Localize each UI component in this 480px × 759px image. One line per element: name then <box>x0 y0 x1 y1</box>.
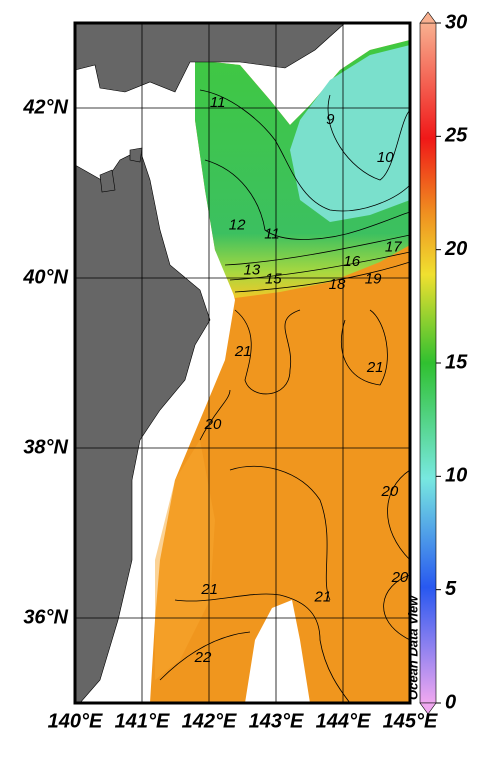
contour-label: 22 <box>194 649 212 666</box>
contour-label: 20 <box>204 416 222 433</box>
contour-label: 17 <box>385 238 402 255</box>
contour-label: 15 <box>265 271 282 288</box>
contour-label: 21 <box>314 589 332 606</box>
contour-label: 21 <box>366 359 384 376</box>
watermark: Ocean Data View <box>405 595 420 700</box>
contour-label: 20 <box>381 483 399 500</box>
contour-label: 9 <box>326 111 335 128</box>
y-tick-label: 38°N <box>23 436 68 458</box>
contour-label: 18 <box>329 276 346 293</box>
colorbar-tick-label: 20 <box>444 238 467 260</box>
contour-lines <box>159 89 411 704</box>
y-tick-label: 36°N <box>23 606 68 628</box>
colorbar-tick-label: 0 <box>445 691 456 713</box>
contour-label: 21 <box>234 343 252 360</box>
colorbar-min-arrow <box>419 702 437 715</box>
contour-label: 16 <box>343 253 360 270</box>
colorbar-tick-label: 5 <box>445 578 457 600</box>
x-tick-label: 143°E <box>249 710 304 732</box>
colorbar-tick-label: 25 <box>444 125 468 147</box>
x-tick-label: 140°E <box>48 710 103 732</box>
map-frame <box>73 21 412 705</box>
y-tick-label: 40°N <box>22 266 68 288</box>
x-tick-label: 142°E <box>182 710 237 732</box>
ocean-field-cold <box>290 45 410 222</box>
colorbar-tick-label: 15 <box>445 351 468 373</box>
contour-label: 21 <box>200 581 218 598</box>
colorbar <box>419 22 437 704</box>
contour-label: 12 <box>229 216 246 233</box>
ocean-field-south <box>155 440 215 680</box>
x-tick-label: 141°E <box>115 710 170 732</box>
colorbar-tick-label: 30 <box>445 11 467 33</box>
contour-label: 13 <box>244 261 261 278</box>
contour-label: 11 <box>264 226 280 243</box>
x-tick-label: 144°E <box>316 710 371 732</box>
colorbar-tick-label: 10 <box>445 465 467 487</box>
land <box>74 22 346 704</box>
colorbar-max-arrow <box>419 11 437 24</box>
contour-label: 20 <box>391 569 409 586</box>
contour-label: 11 <box>210 94 226 111</box>
contour-label: 19 <box>365 271 382 288</box>
x-tick-label: 145°E <box>383 710 438 732</box>
contour-label: 10 <box>377 149 394 166</box>
y-tick-label: 42°N <box>22 96 68 118</box>
